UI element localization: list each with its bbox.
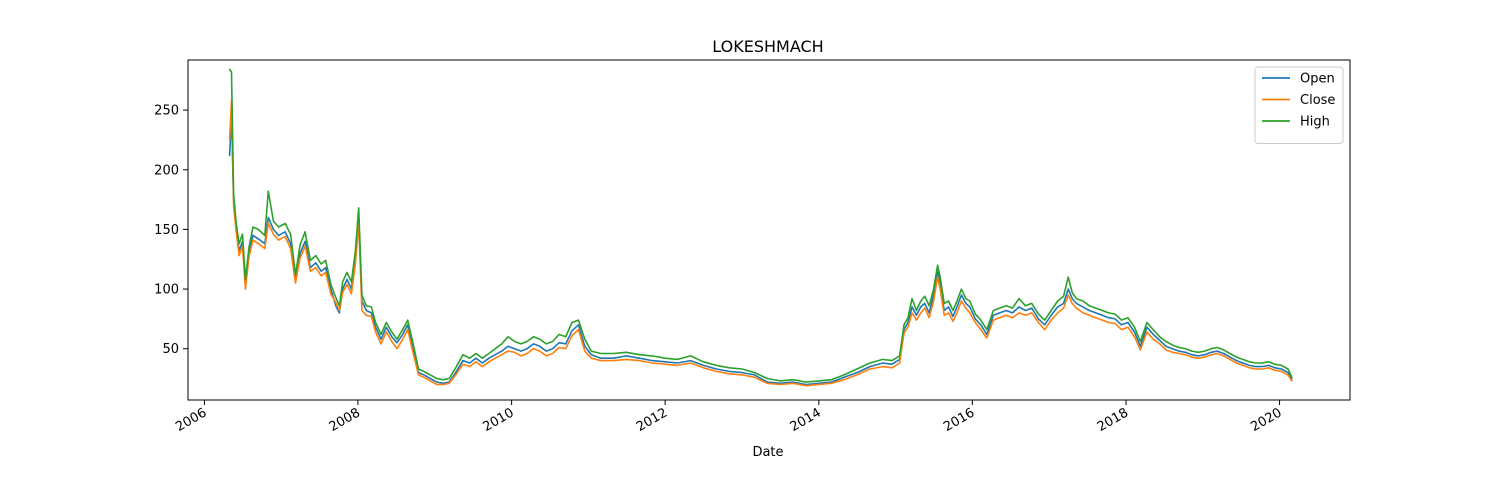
legend-label-open: Open xyxy=(1300,72,1335,87)
legend-label-high: High xyxy=(1300,115,1330,130)
y-tick-label: 100 xyxy=(154,283,179,298)
series-layer xyxy=(228,68,1293,387)
plot-frame xyxy=(187,59,1351,401)
series-line-high xyxy=(228,68,1293,383)
x-axis-title: Date xyxy=(752,445,783,460)
legend-label-close: Close xyxy=(1300,93,1335,108)
y-tick-label: 200 xyxy=(154,163,179,178)
y-tick-label: 50 xyxy=(162,342,179,357)
legend: Open Close High xyxy=(1254,66,1344,144)
series-line-open xyxy=(228,115,1293,386)
y-tick-label: 250 xyxy=(154,104,179,119)
chart-title: LOKESHMACH xyxy=(712,37,823,56)
series-line-close xyxy=(228,99,1293,387)
y-tick-label: 150 xyxy=(154,223,179,238)
legend-box xyxy=(1254,66,1344,144)
